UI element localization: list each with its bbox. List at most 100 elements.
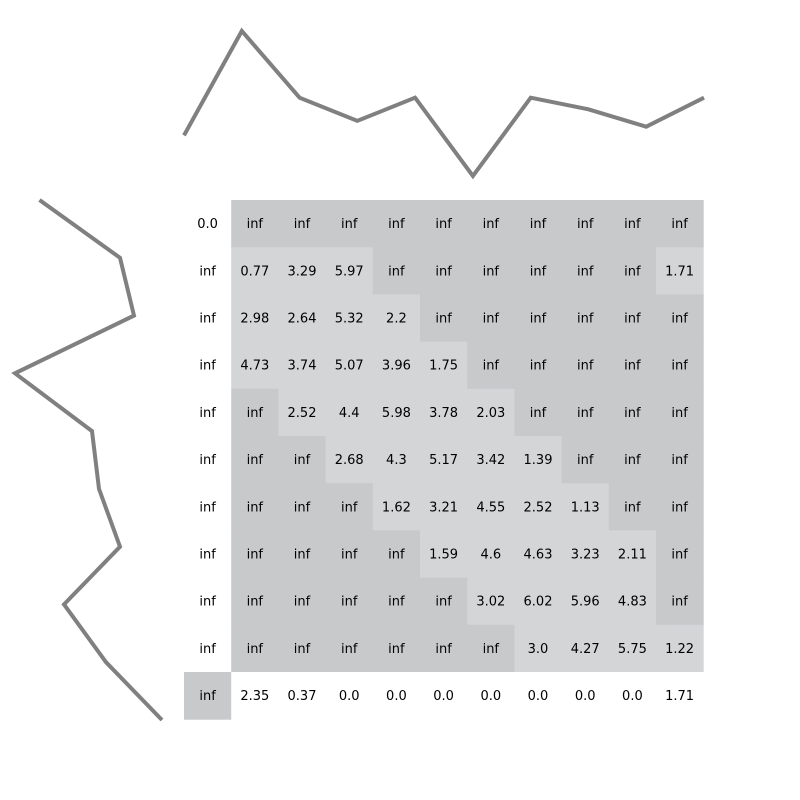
matrix-cell-label-3-5: 1.75 (429, 359, 458, 374)
matrix-cell-label-9-10: 1.22 (665, 642, 694, 657)
matrix-cell-label-3-9: inf (624, 359, 641, 374)
matrix-cell-label-9-6: inf (483, 642, 500, 657)
matrix-cell-0-8 (561, 200, 610, 248)
matrix-cell-7-8 (561, 530, 610, 579)
matrix-cell-4-10 (656, 388, 704, 437)
matrix-cell-label-7-5: 1.59 (429, 548, 458, 563)
matrix-cell-3-4 (372, 341, 421, 390)
matrix-cell-4-7 (514, 388, 563, 437)
matrix-cell-2-6 (467, 294, 515, 343)
matrix-cell-label-9-3: inf (341, 642, 358, 657)
matrix-cell-label-7-0: inf (199, 548, 216, 563)
matrix-cell-10-2 (278, 672, 327, 720)
matrix-cell-6-9 (608, 483, 657, 531)
matrix-cell-label-8-7: 6.02 (524, 595, 553, 610)
matrix-cell-9-0 (184, 624, 232, 673)
matrix-cell-3-1 (231, 341, 279, 390)
matrix-cell-6-10 (656, 483, 704, 531)
matrix-cell-label-5-3: 2.68 (335, 453, 364, 468)
matrix-cell-5-9 (608, 436, 657, 484)
matrix-cell-label-6-2: inf (294, 500, 311, 515)
matrix-cell-3-8 (561, 341, 610, 390)
matrix-cell-label-7-3: inf (341, 548, 358, 563)
matrix-cell-1-5 (420, 247, 468, 295)
matrix-cell-9-6 (467, 624, 515, 673)
matrix-cell-label-0-3: inf (341, 217, 358, 232)
matrix-cell-9-2 (278, 624, 327, 673)
matrix-cell-4-4 (372, 388, 421, 437)
matrix-cell-label-9-9: 5.75 (618, 642, 647, 657)
matrix-cell-3-0 (184, 341, 232, 390)
matrix-cell-7-0 (184, 530, 232, 579)
matrix-cell-label-10-4: 0.0 (386, 689, 407, 704)
matrix-cell-5-6 (467, 436, 515, 484)
left-sequence-plot (11, 198, 164, 722)
matrix-cell-label-2-2: 2.64 (288, 312, 317, 327)
matrix-cell-label-1-1: 0.77 (240, 264, 269, 279)
matrix-cell-1-3 (325, 247, 374, 295)
matrix-cell-label-5-5: 5.17 (429, 453, 458, 468)
matrix-cell-10-8 (561, 672, 610, 720)
matrix-cell-label-3-4: 3.96 (382, 359, 411, 374)
matrix-cell-6-1 (231, 483, 279, 531)
matrix-cell-3-2 (278, 341, 327, 390)
matrix-cell-5-8 (561, 436, 610, 484)
matrix-cell-label-3-2: 3.74 (288, 359, 317, 374)
matrix-cell-label-2-6: inf (483, 312, 500, 327)
matrix-cell-9-7 (514, 624, 563, 673)
matrix-cell-label-3-10: inf (671, 359, 688, 374)
matrix-cell-1-6 (467, 247, 515, 295)
matrix-cell-8-0 (184, 577, 232, 626)
matrix-cell-7-4 (372, 530, 421, 579)
matrix-cell-2-8 (561, 294, 610, 343)
matrix-cell-9-4 (372, 624, 421, 673)
matrix-cell-7-3 (325, 530, 374, 579)
matrix-cell-label-2-8: inf (577, 312, 594, 327)
matrix-cell-label-1-4: inf (388, 264, 405, 279)
matrix-cell-label-5-8: inf (577, 453, 594, 468)
matrix-cell-label-7-9: 2.11 (618, 548, 647, 563)
matrix-cell-label-8-10: inf (671, 595, 688, 610)
matrix-cell-label-0-4: inf (388, 217, 405, 232)
matrix-cell-label-5-1: inf (247, 453, 264, 468)
matrix-cell-label-10-5: 0.0 (433, 689, 454, 704)
matrix-cell-9-5 (420, 624, 468, 673)
matrix-cell-label-0-2: inf (294, 217, 311, 232)
matrix-cell-label-1-10: 1.71 (665, 264, 694, 279)
matrix-cell-3-5 (420, 341, 468, 390)
matrix-cell-4-8 (561, 388, 610, 437)
matrix-cell-label-5-7: 1.39 (524, 453, 553, 468)
matrix-cell-label-0-0: 0.0 (197, 217, 218, 232)
matrix-cell-1-2 (278, 247, 327, 295)
matrix-cell-label-3-8: inf (577, 359, 594, 374)
matrix-cell-1-9 (608, 247, 657, 295)
matrix-cell-label-0-6: inf (483, 217, 500, 232)
matrix-cell-6-3 (325, 483, 374, 531)
matrix-cell-label-7-1: inf (247, 548, 264, 563)
matrix-cell-8-3 (325, 577, 374, 626)
matrix-cell-label-10-6: 0.0 (480, 689, 501, 704)
matrix-cell-6-8 (561, 483, 610, 531)
matrix-cell-label-1-9: inf (624, 264, 641, 279)
matrix-cell-label-4-3: 4.4 (339, 406, 360, 421)
matrix-cell-5-3 (325, 436, 374, 484)
matrix-cell-label-7-10: inf (671, 548, 688, 563)
matrix-cell-8-10 (656, 577, 704, 626)
matrix-cell-2-10 (656, 294, 704, 343)
matrix-cell-label-8-5: inf (435, 595, 452, 610)
matrix-cell-6-0 (184, 483, 232, 531)
matrix-cell-0-1 (231, 200, 279, 248)
matrix-cell-label-9-5: inf (435, 642, 452, 657)
matrix-cell-8-5 (420, 577, 468, 626)
matrix-cell-4-3 (325, 388, 374, 437)
matrix-cell-label-10-3: 0.0 (339, 689, 360, 704)
matrix-cell-label-0-7: inf (530, 217, 547, 232)
matrix-cell-2-5 (420, 294, 468, 343)
matrix-cell-8-2 (278, 577, 327, 626)
matrix-cell-0-0 (184, 200, 232, 248)
matrix-cell-label-10-10: 1.71 (665, 689, 694, 704)
matrix-cell-label-3-1: 4.73 (240, 359, 269, 374)
matrix-cell-label-2-9: inf (624, 312, 641, 327)
matrix-cell-label-8-2: inf (294, 595, 311, 610)
